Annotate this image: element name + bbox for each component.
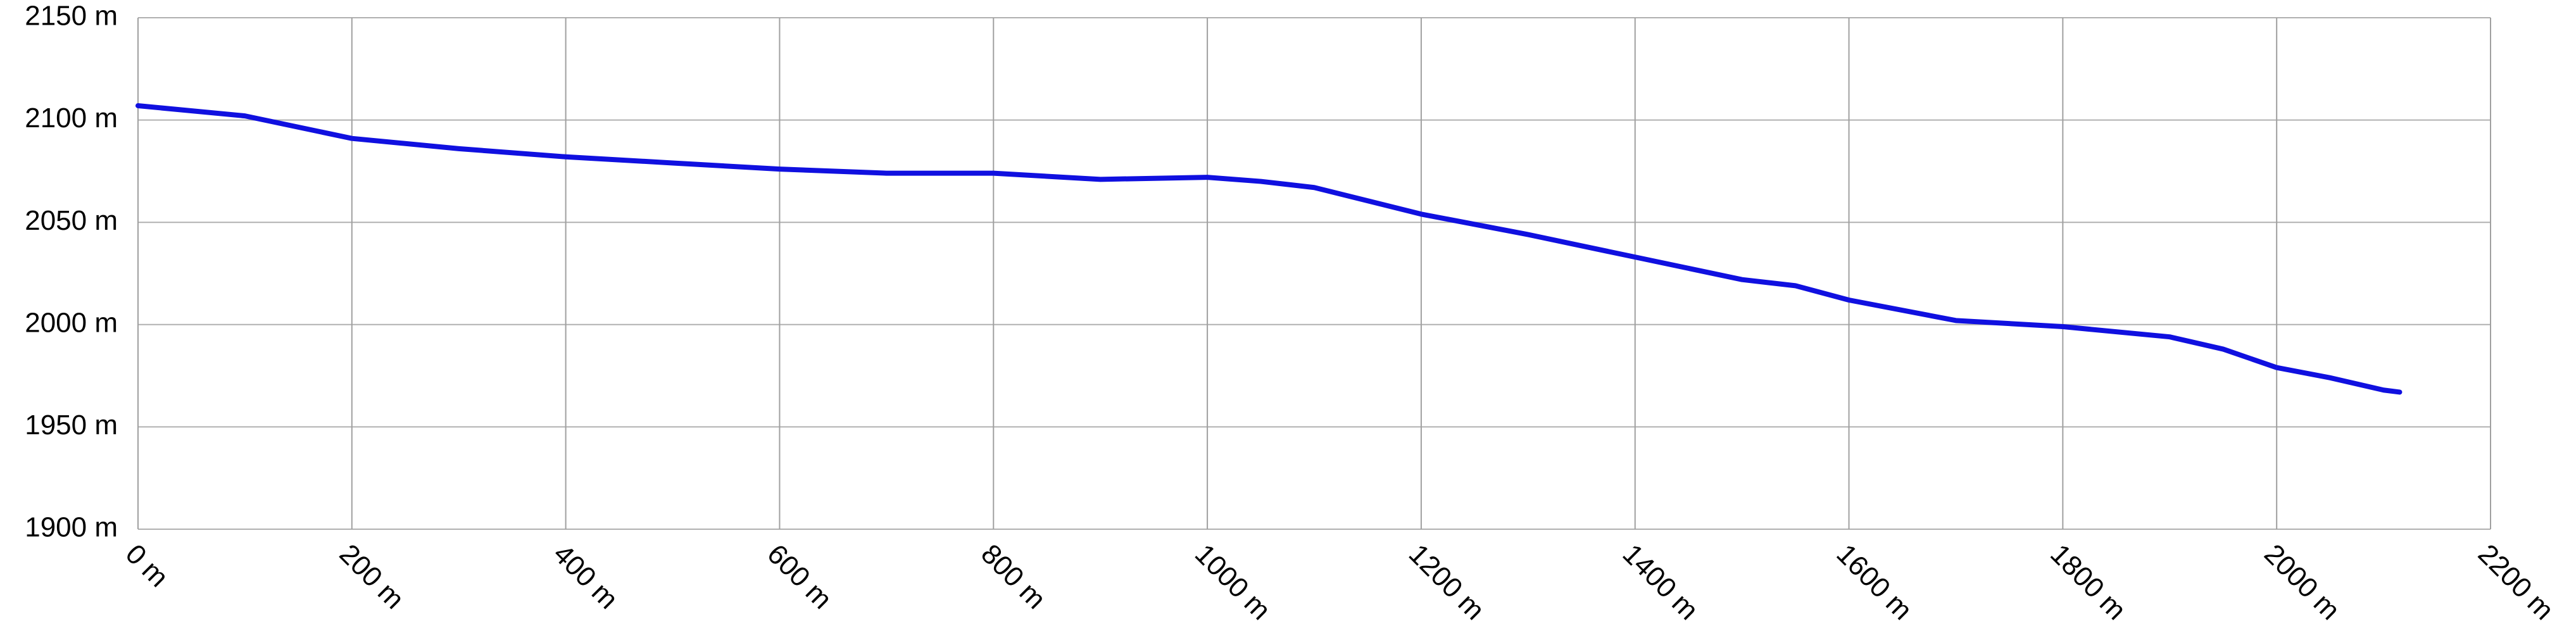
x-tick-label: 200 m (334, 538, 410, 615)
y-tick-label: 2150 m (25, 1, 118, 32)
x-tick-label: 1800 m (2044, 538, 2132, 625)
x-tick-label: 400 m (548, 538, 624, 615)
y-tick-label: 2100 m (25, 103, 118, 134)
x-tick-label: 1600 m (1830, 538, 1918, 625)
y-tick-label: 1900 m (25, 512, 118, 543)
x-tick-label: 1200 m (1403, 538, 1490, 625)
x-tick-label: 800 m (975, 538, 1052, 615)
y-tick-label: 2000 m (25, 307, 118, 338)
x-tick-label: 1000 m (1189, 538, 1276, 625)
y-tick-label: 1950 m (25, 410, 118, 441)
elevation-line (135, 103, 2403, 395)
x-tick-label: 600 m (761, 538, 838, 615)
x-tick-label: 1400 m (1617, 538, 1704, 625)
x-tick-label: 2000 m (2258, 538, 2346, 625)
x-tick-label: 0 m (120, 538, 175, 593)
y-tick-label: 2050 m (25, 205, 118, 236)
x-tick-label: 2200 m (2472, 538, 2560, 625)
